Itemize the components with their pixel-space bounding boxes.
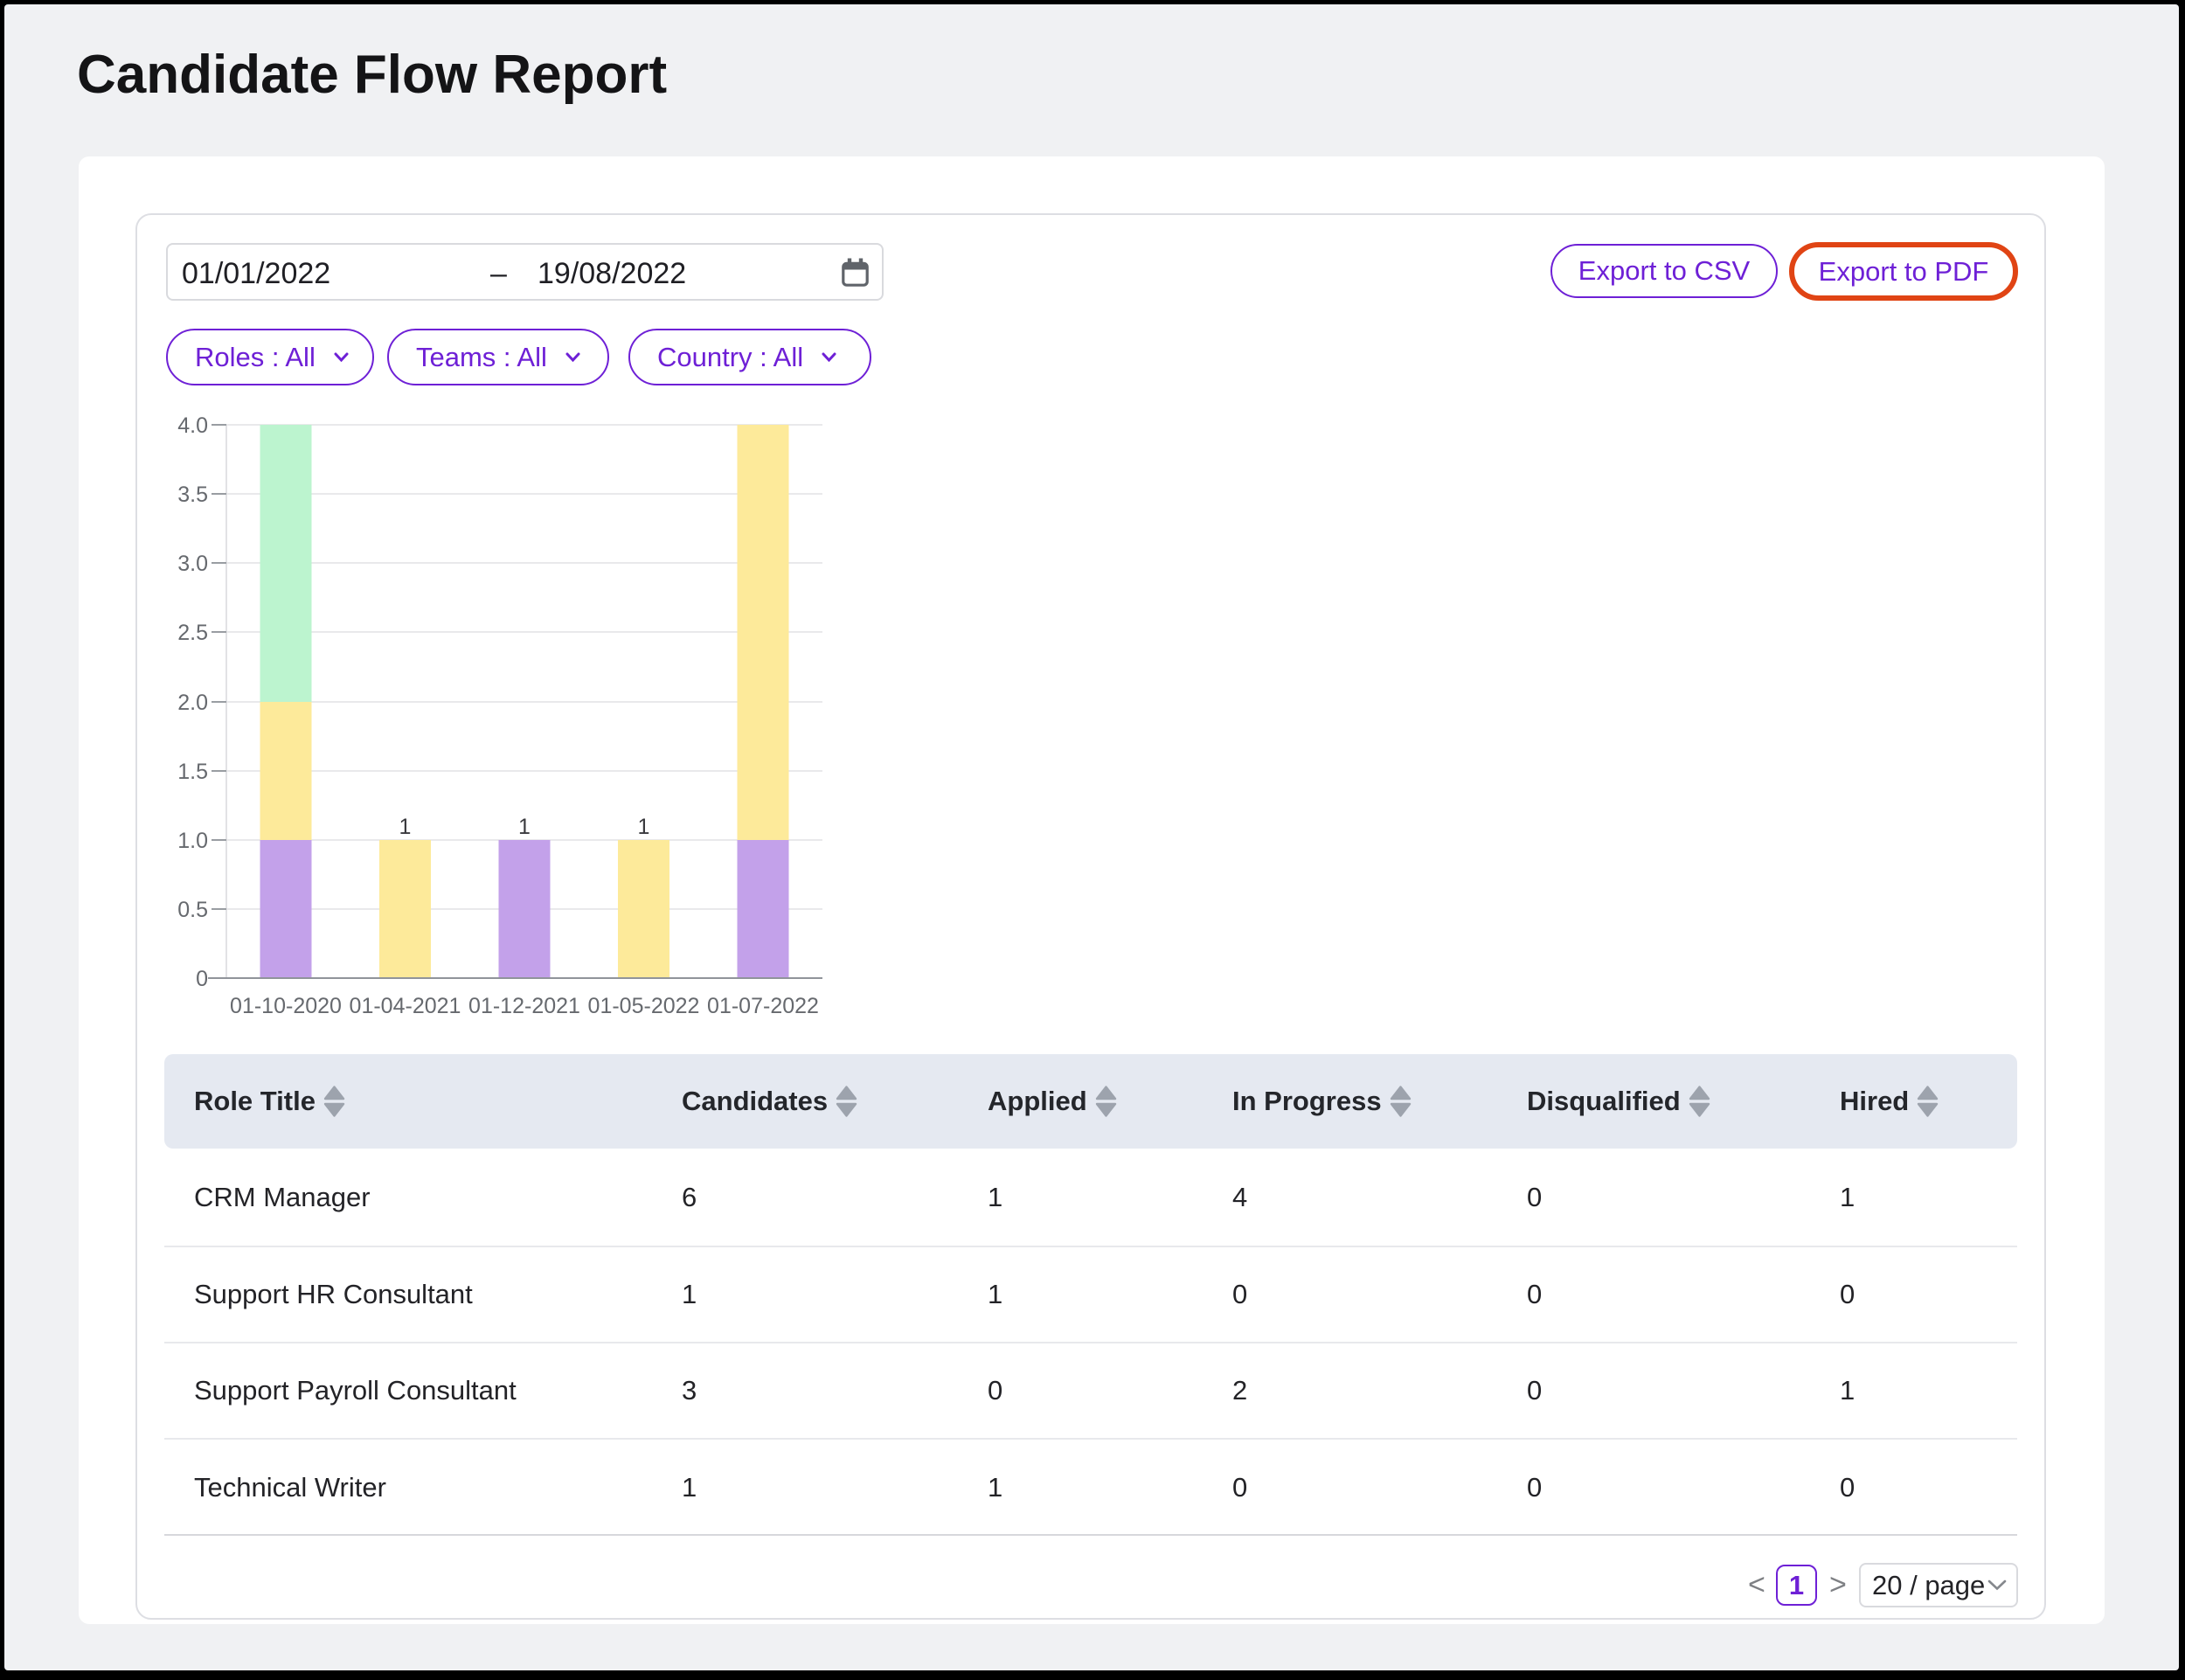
svg-text:0: 0	[196, 967, 208, 991]
svg-text:1: 1	[518, 815, 531, 839]
svg-text:4.0: 4.0	[177, 413, 208, 438]
svg-text:1.5: 1.5	[177, 760, 208, 784]
svg-text:01-10-2020: 01-10-2020	[230, 994, 342, 1018]
svg-text:3.5: 3.5	[177, 482, 208, 507]
svg-text:01-07-2022: 01-07-2022	[707, 994, 819, 1018]
svg-text:1.0: 1.0	[177, 829, 208, 853]
svg-text:01-05-2022: 01-05-2022	[588, 994, 700, 1018]
svg-text:2.0: 2.0	[177, 691, 208, 715]
svg-text:3.0: 3.0	[177, 552, 208, 576]
svg-text:01-04-2021: 01-04-2021	[350, 994, 461, 1018]
svg-text:2.5: 2.5	[177, 621, 208, 645]
svg-text:01-12-2021: 01-12-2021	[468, 994, 580, 1018]
svg-text:1: 1	[399, 815, 412, 839]
svg-text:0.5: 0.5	[177, 898, 208, 922]
svg-text:1: 1	[638, 815, 650, 839]
